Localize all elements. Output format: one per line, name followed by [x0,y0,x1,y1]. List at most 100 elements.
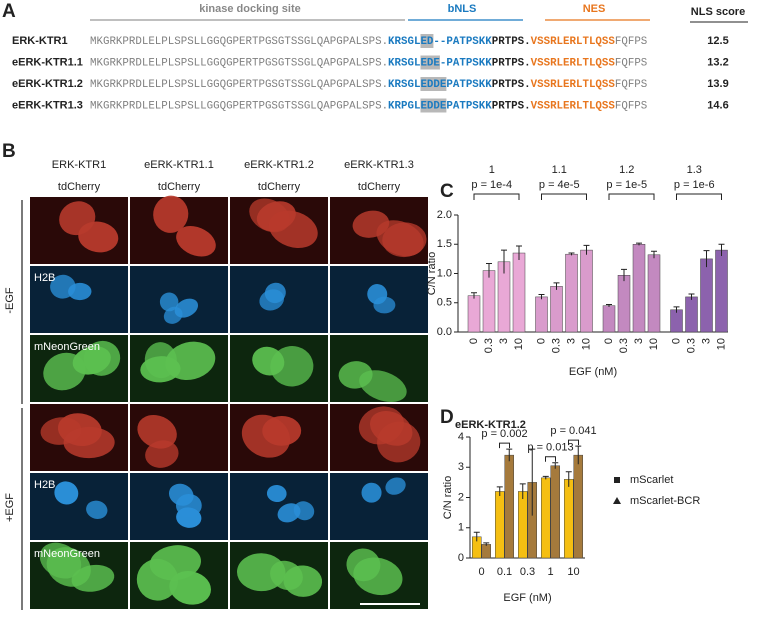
sequence-part: EDE [420,57,440,69]
bar [467,295,481,333]
error-bar [473,531,480,542]
bar [573,454,583,559]
y-tick-label: 1.0 [437,267,452,279]
sequence-part: --PATPSKK [433,36,492,48]
sequence-part: VSSRLERLTLQSS [531,57,616,69]
sequence-part: FQFPS [615,79,647,91]
cell [153,195,189,233]
x-tick-label: 10 [580,338,592,350]
bar [670,309,683,333]
x-tick-label: 3 [633,338,645,344]
sequence-part: VSSRLERLTLQSS [531,100,616,112]
bracket [473,193,520,200]
cell [252,346,285,376]
error-bar [718,243,725,256]
cell [361,482,382,503]
y-tick-label: 1.5 [437,238,452,250]
sequence-part: PATPSKK [446,100,492,112]
error-bar [501,249,507,274]
column-channel: tdCherry [158,181,201,193]
sequence-part: MKGRKPRDLELPLSPSLLGGQGPERTPGSGTSSGLQAPGP… [90,36,388,48]
sequence-part: VSSRLERLTLQSS [531,36,616,48]
legend-label: mScarlet [630,474,673,486]
x-tick-label: 0.1 [497,566,512,578]
cell [39,542,82,579]
sequence: MKGRKPRDLELPLSPSLLGGQGPERTPGSGTSSGLQAPGP… [90,57,647,69]
highlight-box [420,77,447,91]
error-bar [471,292,477,299]
group-label: 1.3 [687,164,702,176]
bar [535,296,548,333]
cell [174,298,199,318]
column-title: ERK-KTR1 [52,159,106,171]
error-bar [575,445,582,465]
highlight-box [420,98,447,113]
bracket [676,193,722,200]
bracket [568,439,579,446]
error-bar [529,448,536,516]
bar [495,491,505,559]
x-tick-label: 10 [513,338,525,350]
x-tick-label: 3 [565,338,577,344]
y-tick-label: 3 [458,461,464,473]
nls-score: 13.9 [707,78,728,90]
error-bar [621,268,627,282]
bracket [545,456,556,462]
highlight-box [420,55,440,70]
error-bar [565,471,572,487]
highlight-box [420,34,434,48]
header: kinase docking site [199,3,300,15]
sequence-part: FQFPS [615,57,647,69]
y-tick-label: 0.0 [437,326,452,338]
bar [632,244,646,333]
channel-label: H2B [34,479,55,491]
bar [715,249,728,333]
x-tick-label: 10 [567,566,579,578]
cell [136,558,179,601]
micrograph [330,473,428,540]
column-title: eERK-KTR1.2 [244,159,314,171]
header: NLS score [691,6,745,18]
bar [617,275,631,333]
bracket [499,442,510,449]
x-tick-label: 1 [547,566,553,578]
legend-marker [614,477,620,483]
error-bar [538,294,545,300]
error-bar [552,462,559,469]
nls-score: 14.6 [707,99,728,111]
sequence-part: VSSRLERLTLQSS [531,79,616,91]
bracket [608,193,655,200]
cell [268,210,318,249]
x-tick-label: 0.3 [550,338,562,353]
sequence-part: KRSGL [388,36,420,48]
cell [176,507,202,528]
error-bar [542,475,549,480]
x-tick-label: 10 [648,338,660,350]
x-tick-label: 0.3 [520,566,535,578]
cell [159,292,179,312]
chart-title: eERK-KTR1.2 [455,419,526,431]
y-tick-label: 0.5 [437,297,452,309]
cell [241,414,291,458]
p-value: p = 1e-4 [471,179,512,191]
bar [481,544,491,559]
panel-letter: A [2,1,16,22]
error-bar [516,245,522,261]
p-value: p = 4e-5 [539,179,580,191]
error-bar [651,250,657,259]
bar [550,286,563,333]
y-tick-label: 2 [458,491,464,503]
cell [277,503,301,523]
group-label: 1.2 [619,164,634,176]
panel-letter: D [440,407,454,428]
cell [352,210,390,238]
x-tick-label: 0 [535,338,547,344]
construct-name: eERK-KTR1.1 [12,56,83,68]
channel-label: mNeonGreen [34,341,100,353]
condition-label: -EGF [4,287,16,314]
cell [78,221,119,253]
bar [550,465,560,559]
error-bar [673,306,680,313]
nls-score: 13.2 [707,56,728,68]
